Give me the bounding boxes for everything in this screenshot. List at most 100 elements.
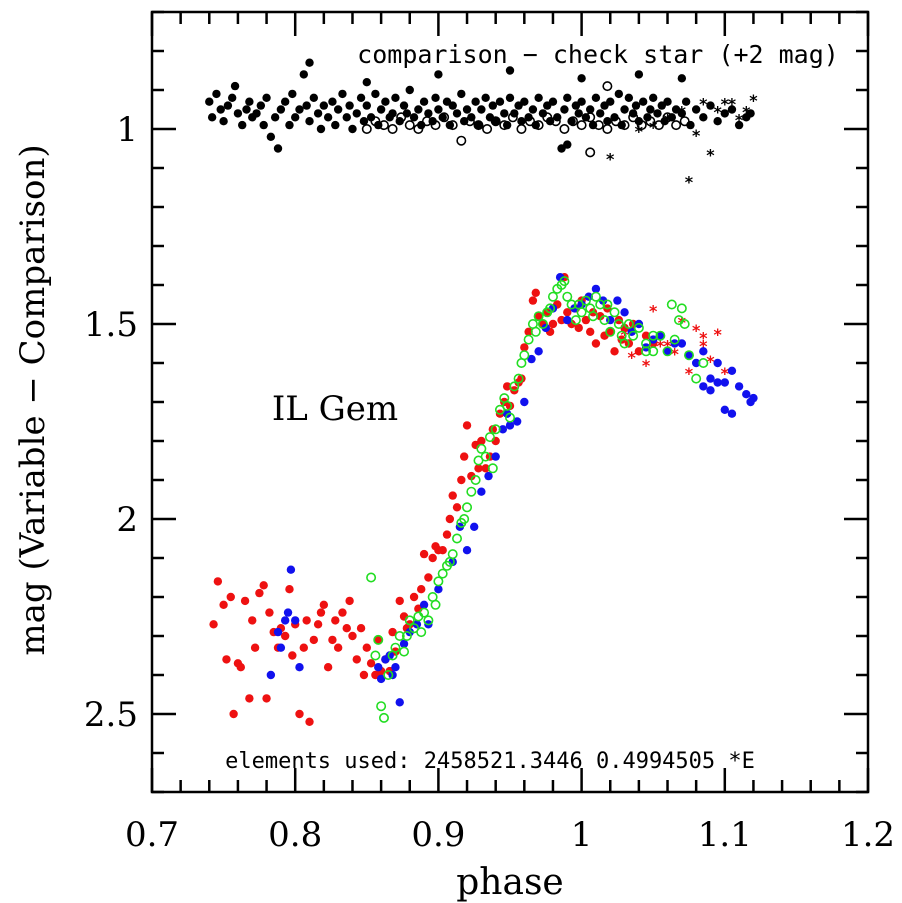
data-point: [366, 659, 376, 668]
data-point: *: [734, 110, 744, 129]
data-point: [295, 105, 304, 114]
data-point: [528, 105, 538, 114]
data-point: [266, 670, 276, 680]
data-point: [437, 568, 448, 579]
data-point: [533, 311, 544, 322]
data-points: *********************************: [205, 58, 758, 726]
data-point: [746, 397, 755, 407]
data-point: [713, 378, 722, 387]
data-point: [619, 338, 630, 349]
data-point: [270, 113, 280, 122]
data-point: [285, 120, 294, 130]
data-point: [531, 288, 540, 297]
data-point: [229, 709, 238, 719]
data-point: [348, 124, 357, 134]
data-point: [649, 93, 658, 103]
data-point: [452, 503, 462, 512]
data-point: [559, 124, 570, 135]
data-point: [209, 620, 218, 629]
data-point: *: [684, 173, 694, 192]
data-point: [591, 339, 601, 348]
data-point: [255, 588, 264, 598]
data-point: [305, 717, 314, 726]
data-point: [527, 354, 536, 364]
data-point: [430, 120, 441, 131]
data-point: [487, 463, 498, 474]
data-point: [262, 694, 271, 703]
data-point: [581, 315, 591, 325]
data-point: [356, 624, 366, 633]
data-point: [491, 117, 500, 126]
data-point: [474, 120, 483, 130]
data-point: [676, 303, 687, 314]
data-point: [216, 105, 225, 114]
data-point: [520, 97, 529, 106]
data-point: [477, 105, 486, 114]
data-point: [236, 663, 245, 672]
data-point: *: [663, 337, 673, 356]
data-point: [285, 585, 294, 594]
data-point: [457, 475, 466, 485]
data-point: [484, 471, 493, 481]
y-tick-label: 1: [116, 110, 138, 150]
x-axis-title: phase: [456, 862, 563, 903]
data-point: [438, 546, 447, 555]
data-point: [517, 374, 526, 383]
data-point: [602, 299, 613, 310]
data-point: [519, 350, 530, 361]
data-point: [356, 93, 366, 103]
data-point: [399, 101, 409, 110]
data-point: [242, 105, 251, 114]
data-point: [338, 89, 347, 99]
data-point: [476, 443, 487, 454]
data-point: [328, 635, 337, 645]
data-point: [448, 491, 457, 500]
data-point: [624, 93, 634, 103]
data-point: [376, 701, 387, 712]
data-point: [570, 315, 581, 326]
data-point: [577, 74, 586, 83]
data-point: [445, 120, 455, 130]
data-point: [333, 105, 343, 114]
data-point: [528, 296, 538, 305]
data-point: [448, 101, 457, 110]
data-point: [524, 327, 533, 336]
data-point: [537, 318, 548, 329]
data-point: *: [741, 103, 751, 122]
data-point: [513, 373, 524, 384]
data-point: [390, 642, 401, 653]
data-point: [691, 373, 702, 384]
data-point: [495, 97, 505, 106]
data-point: [520, 343, 529, 352]
check-star-label: comparison − check star (+2 mag): [357, 40, 839, 69]
data-point: [648, 330, 659, 341]
x-tick-label: 0.8: [268, 815, 322, 855]
data-point: [245, 694, 254, 703]
data-point: [302, 616, 311, 625]
data-point: [295, 663, 304, 672]
data-point: [433, 576, 444, 587]
data-point: [383, 669, 394, 680]
data-point: [585, 327, 595, 336]
data-point: [502, 382, 512, 391]
data-point: [484, 432, 495, 443]
data-point: [502, 400, 513, 411]
data-point: [213, 577, 223, 586]
data-point: [250, 643, 260, 652]
data-point: [359, 117, 369, 126]
data-point: *: [727, 95, 737, 114]
data-point: [613, 296, 622, 305]
data-point: [577, 300, 586, 309]
data-point: [447, 120, 458, 131]
data-point: [295, 709, 304, 719]
data-point: [530, 326, 541, 337]
data-point: [550, 116, 561, 127]
data-point: [414, 105, 423, 114]
data-point: [656, 331, 665, 340]
data-point: [248, 616, 257, 625]
data-point: *: [670, 344, 680, 363]
data-point: [566, 299, 577, 310]
data-point: [720, 109, 729, 118]
data-point: [633, 322, 644, 333]
x-tick-label: 0.9: [411, 815, 465, 855]
